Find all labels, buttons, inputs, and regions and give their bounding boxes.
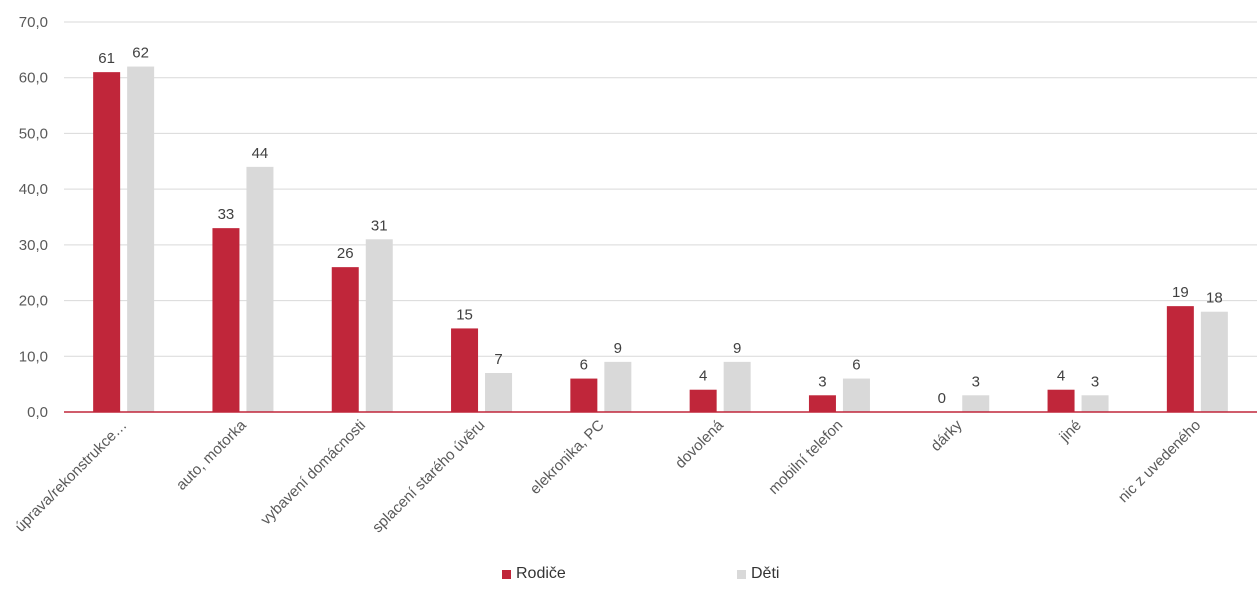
legend: Rodiče Děti xyxy=(0,565,1257,585)
bars xyxy=(93,66,1228,413)
bar-deti xyxy=(127,66,155,413)
y-tick-label: 0,0 xyxy=(27,404,48,421)
data-label: 3 xyxy=(818,373,826,390)
legend-swatch-rodice xyxy=(502,569,511,579)
bar-deti xyxy=(842,378,870,412)
bar-deti xyxy=(485,373,513,412)
y-tick-label: 70,0 xyxy=(19,14,48,31)
data-label: 9 xyxy=(614,340,622,357)
bar-rodice xyxy=(1047,389,1075,412)
bar-chart: 0,010,020,030,040,050,060,070,0 61 623344… xyxy=(12,14,1257,536)
data-label: 4 xyxy=(699,368,707,385)
y-tick-label: 50,0 xyxy=(19,125,48,142)
bar-deti xyxy=(1200,311,1228,412)
legend-label-deti: Děti xyxy=(751,565,780,582)
data-label: 7 xyxy=(494,351,502,368)
x-tick-label: úprava/rekonstrukce… xyxy=(12,417,131,536)
legend-label-rodice: Rodiče xyxy=(516,565,566,582)
bar-deti xyxy=(723,361,751,412)
x-tick-label: elekronika, PC xyxy=(527,417,608,498)
data-label: 19 xyxy=(1172,284,1189,301)
data-label: 33 xyxy=(218,206,235,223)
bar-rodice xyxy=(570,378,598,412)
gridlines xyxy=(64,21,1257,357)
y-tick-label: 60,0 xyxy=(19,70,48,87)
bar-deti xyxy=(962,395,990,412)
bar-rodice xyxy=(451,328,479,412)
x-tick-label: splacení starého úvěru xyxy=(369,417,488,536)
bar-deti xyxy=(604,361,632,412)
y-tick-label: 30,0 xyxy=(19,237,48,254)
data-label: 31 xyxy=(371,217,388,234)
data-label: 6 xyxy=(852,357,860,374)
data-label: 4 xyxy=(1057,368,1065,385)
bar-deti xyxy=(1081,395,1109,412)
data-label: 44 xyxy=(252,145,269,162)
x-tick-label: vybavení domácnosti xyxy=(257,417,369,529)
data-labels: 61 62 33 44 26 31 15 7 6 9 4 9 3 6 0 3 4 3 19 18 xyxy=(98,45,1222,407)
x-tick-label: mobilní telefon xyxy=(765,417,846,498)
data-label: 3 xyxy=(972,373,980,390)
bar-rodice xyxy=(212,228,240,412)
bar-rodice xyxy=(1166,306,1194,412)
x-tick-label: nic z uvedeného xyxy=(1115,417,1204,506)
y-axis: 0,0 10,0 20,0 30,0 40,0 50,0 60,0 70,0 xyxy=(19,14,48,421)
x-tick-label: auto, motorka xyxy=(173,416,250,493)
data-label: 9 xyxy=(733,340,741,357)
x-axis: úprava/rekonstrukce… auto, motorka vybaven… xyxy=(12,411,1257,536)
legend-swatch-deti xyxy=(737,569,746,579)
y-tick-label: 20,0 xyxy=(19,293,48,310)
data-label: 18 xyxy=(1206,290,1223,307)
y-tick-label: 10,0 xyxy=(19,348,48,365)
bar-rodice xyxy=(331,267,359,412)
x-tick-label: dovolená xyxy=(672,416,728,472)
data-label: 26 xyxy=(337,245,354,262)
data-label: 6 xyxy=(580,357,588,374)
data-label: 61 xyxy=(98,50,115,67)
x-tick-label: dárky xyxy=(928,416,966,454)
data-label: 62 xyxy=(132,45,149,62)
legend-item-deti: Děti xyxy=(737,565,779,583)
y-tick-label: 40,0 xyxy=(19,181,48,198)
data-label: 15 xyxy=(456,306,473,323)
data-label: 0 xyxy=(938,390,946,407)
bar-rodice xyxy=(93,72,121,413)
bar-deti xyxy=(246,166,274,412)
bar-rodice xyxy=(808,395,836,412)
bar-rodice xyxy=(689,389,717,412)
bar-deti xyxy=(365,239,393,412)
legend-item-rodice: Rodiče xyxy=(502,565,566,583)
data-label: 3 xyxy=(1091,373,1099,390)
x-tick-label: jiné xyxy=(1056,417,1085,446)
